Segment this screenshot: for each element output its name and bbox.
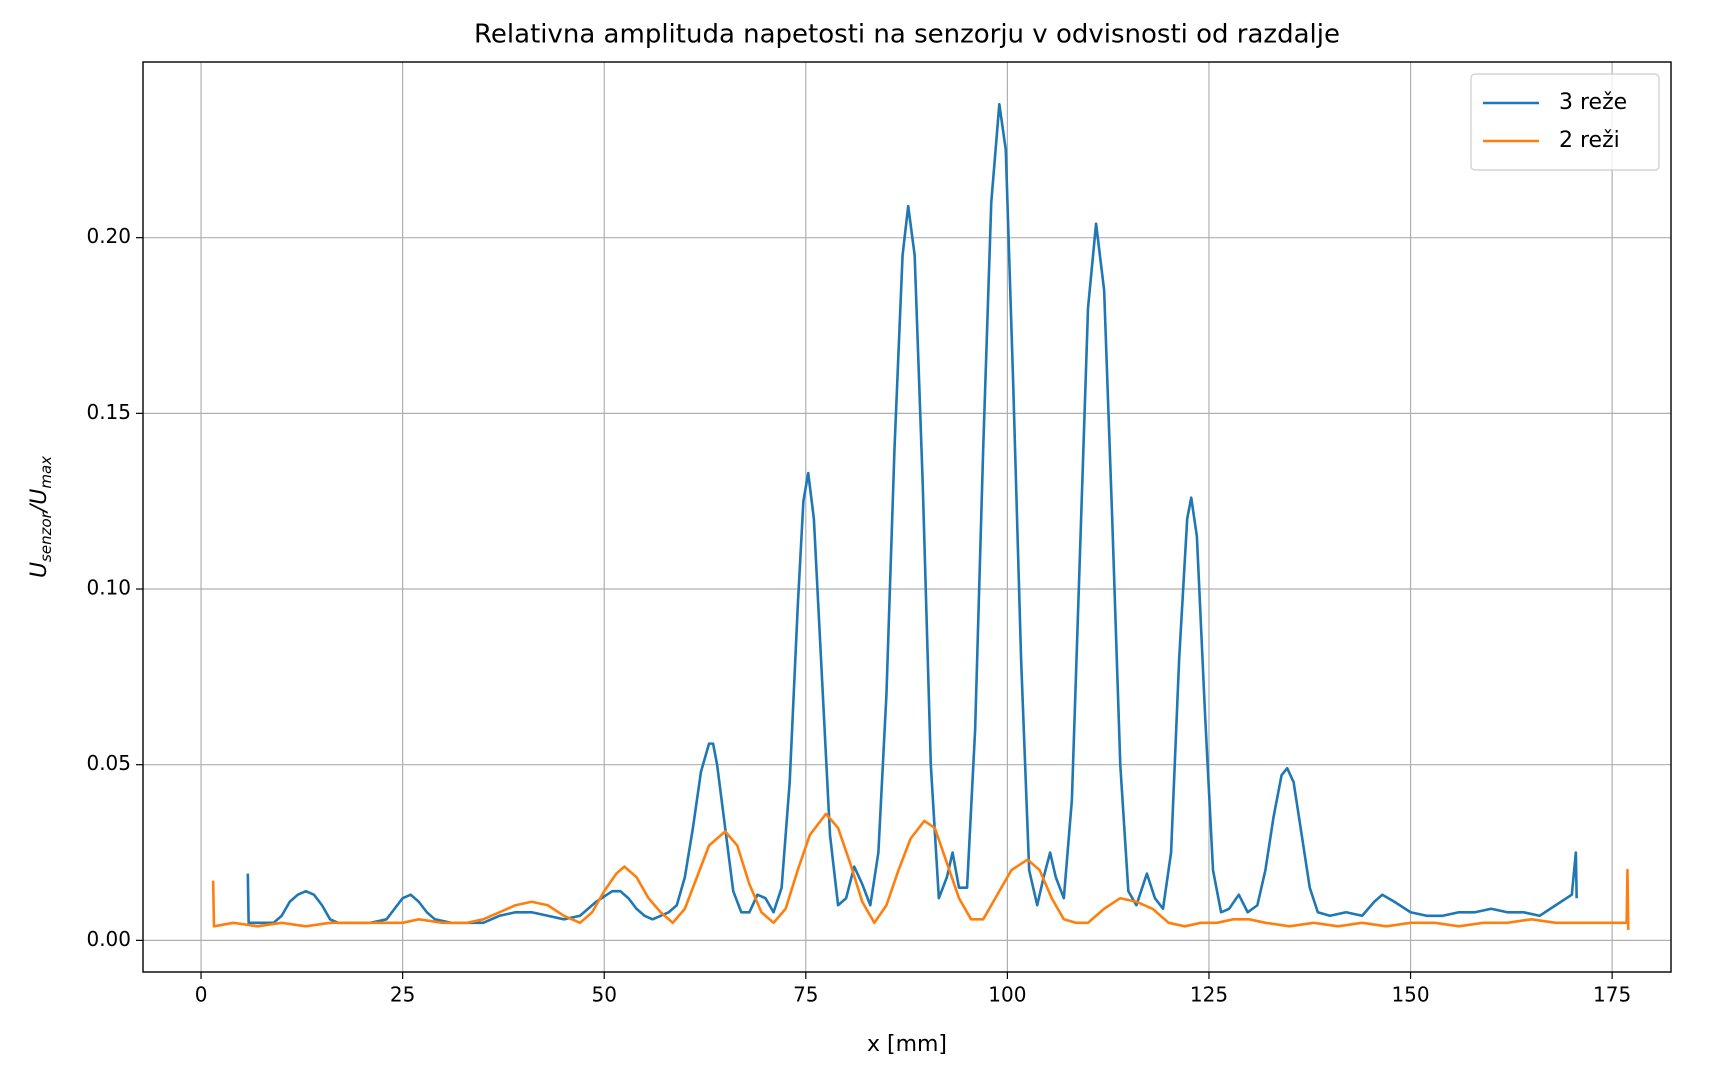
y-tick-label: 0.00 bbox=[86, 927, 131, 951]
legend-box bbox=[1470, 73, 1660, 171]
chart-title: Relativna amplituda napetosti na senzorj… bbox=[474, 20, 1340, 50]
x-tick-label: 100 bbox=[988, 983, 1026, 1007]
x-tick-label: 150 bbox=[1391, 983, 1429, 1007]
x-tick-label: 25 bbox=[390, 983, 415, 1007]
data-line bbox=[246, 102, 1578, 925]
y-tick-label: 0.20 bbox=[86, 224, 131, 248]
plot-frame bbox=[142, 61, 1672, 973]
y-tick-label: 0.05 bbox=[86, 751, 131, 775]
legend-label: 3 reže bbox=[1559, 90, 1627, 115]
y-axis-label: Usenzor/Umax bbox=[27, 456, 55, 578]
y-label-sub: max bbox=[37, 456, 55, 489]
x-tick-label: 125 bbox=[1190, 983, 1228, 1007]
y-label-part: /U bbox=[27, 489, 52, 515]
data-line bbox=[211, 812, 1630, 930]
x-tick-label: 75 bbox=[793, 983, 818, 1007]
y-tick-label: 0.10 bbox=[86, 576, 131, 600]
y-label-part: U bbox=[27, 562, 52, 578]
x-tick-label: 175 bbox=[1593, 983, 1631, 1007]
legend-label: 2 reži bbox=[1559, 128, 1620, 153]
x-tick-label: 0 bbox=[195, 983, 208, 1007]
x-axis-label: x [mm] bbox=[867, 1032, 947, 1057]
y-tick-label: 0.15 bbox=[86, 400, 131, 424]
x-tick-label: 50 bbox=[591, 983, 616, 1007]
y-label-sub: senzor bbox=[37, 511, 55, 562]
